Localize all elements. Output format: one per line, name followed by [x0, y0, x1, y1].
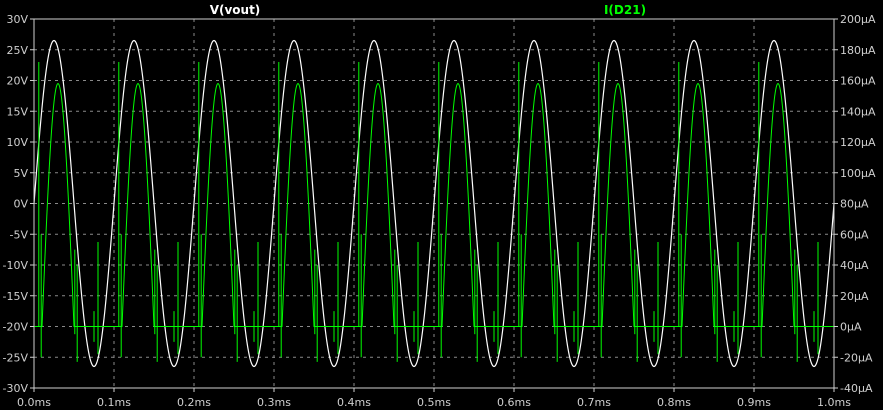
y-left-tick-label: 20V [6, 75, 28, 88]
y-left-tick-label: -20V [3, 321, 29, 334]
series-layer [33, 39, 835, 368]
y-right-tick-label: 20µA [840, 290, 869, 303]
x-tick-label: 0.2ms [177, 396, 211, 409]
y-right-tick-label: 180µA [840, 44, 876, 57]
y-right-tick-label: -20µA [840, 351, 873, 364]
axis-labels: 30V 25V 20V 15V 10V 5V 0V -5V -10V -15V -20V -25V -3… [3, 13, 876, 409]
y-left-tick-label: 15V [6, 105, 28, 118]
y-right-tick-label: 140µA [840, 105, 876, 118]
y-left-tick-label: -5V [10, 228, 29, 241]
series-title-id21: I(D21) [604, 3, 646, 17]
y-right-tick-label: -40µA [840, 382, 873, 395]
x-tick-label: 0.6ms [497, 396, 531, 409]
y-right-tick-label: 200µA [840, 13, 876, 26]
series-line-vout [33, 39, 835, 368]
y-left-tick-label: 5V [13, 167, 28, 180]
x-tick-label: 0.5ms [417, 396, 451, 409]
y-right-tick-label: 100µA [840, 167, 876, 180]
y-right-tick-label: 160µA [840, 75, 876, 88]
x-tick-label: 0.4ms [337, 396, 371, 409]
y-left-tick-label: 25V [6, 44, 28, 57]
series-line-id21 [34, 83, 834, 327]
x-tick-label: 0.0ms [17, 396, 51, 409]
y-right-tick-label: 0µA [840, 321, 862, 334]
y-right-tick-label: 80µA [840, 198, 869, 211]
x-tick-label: 0.8ms [657, 396, 691, 409]
x-tick-label: 0.3ms [257, 396, 291, 409]
y-left-tick-label: 10V [6, 136, 28, 149]
y-left-tick-label: -25V [3, 351, 29, 364]
y-right-tick-label: 40µA [840, 259, 869, 272]
x-tick-label: 0.7ms [577, 396, 611, 409]
y-right-tick-label: 120µA [840, 136, 876, 149]
y-left-tick-label: -10V [3, 259, 29, 272]
y-left-tick-label: 0V [13, 198, 28, 211]
y-left-tick-label: -30V [3, 382, 29, 395]
x-tick-label: 0.1ms [97, 396, 131, 409]
y-right-tick-label: 60µA [840, 228, 869, 241]
series-title-vout: V(vout) [210, 3, 261, 17]
y-left-tick-label: -15V [3, 290, 29, 303]
x-tick-label: 1.0ms [817, 396, 851, 409]
x-tick-label: 0.9ms [737, 396, 771, 409]
y-left-tick-label: 30V [6, 13, 28, 26]
